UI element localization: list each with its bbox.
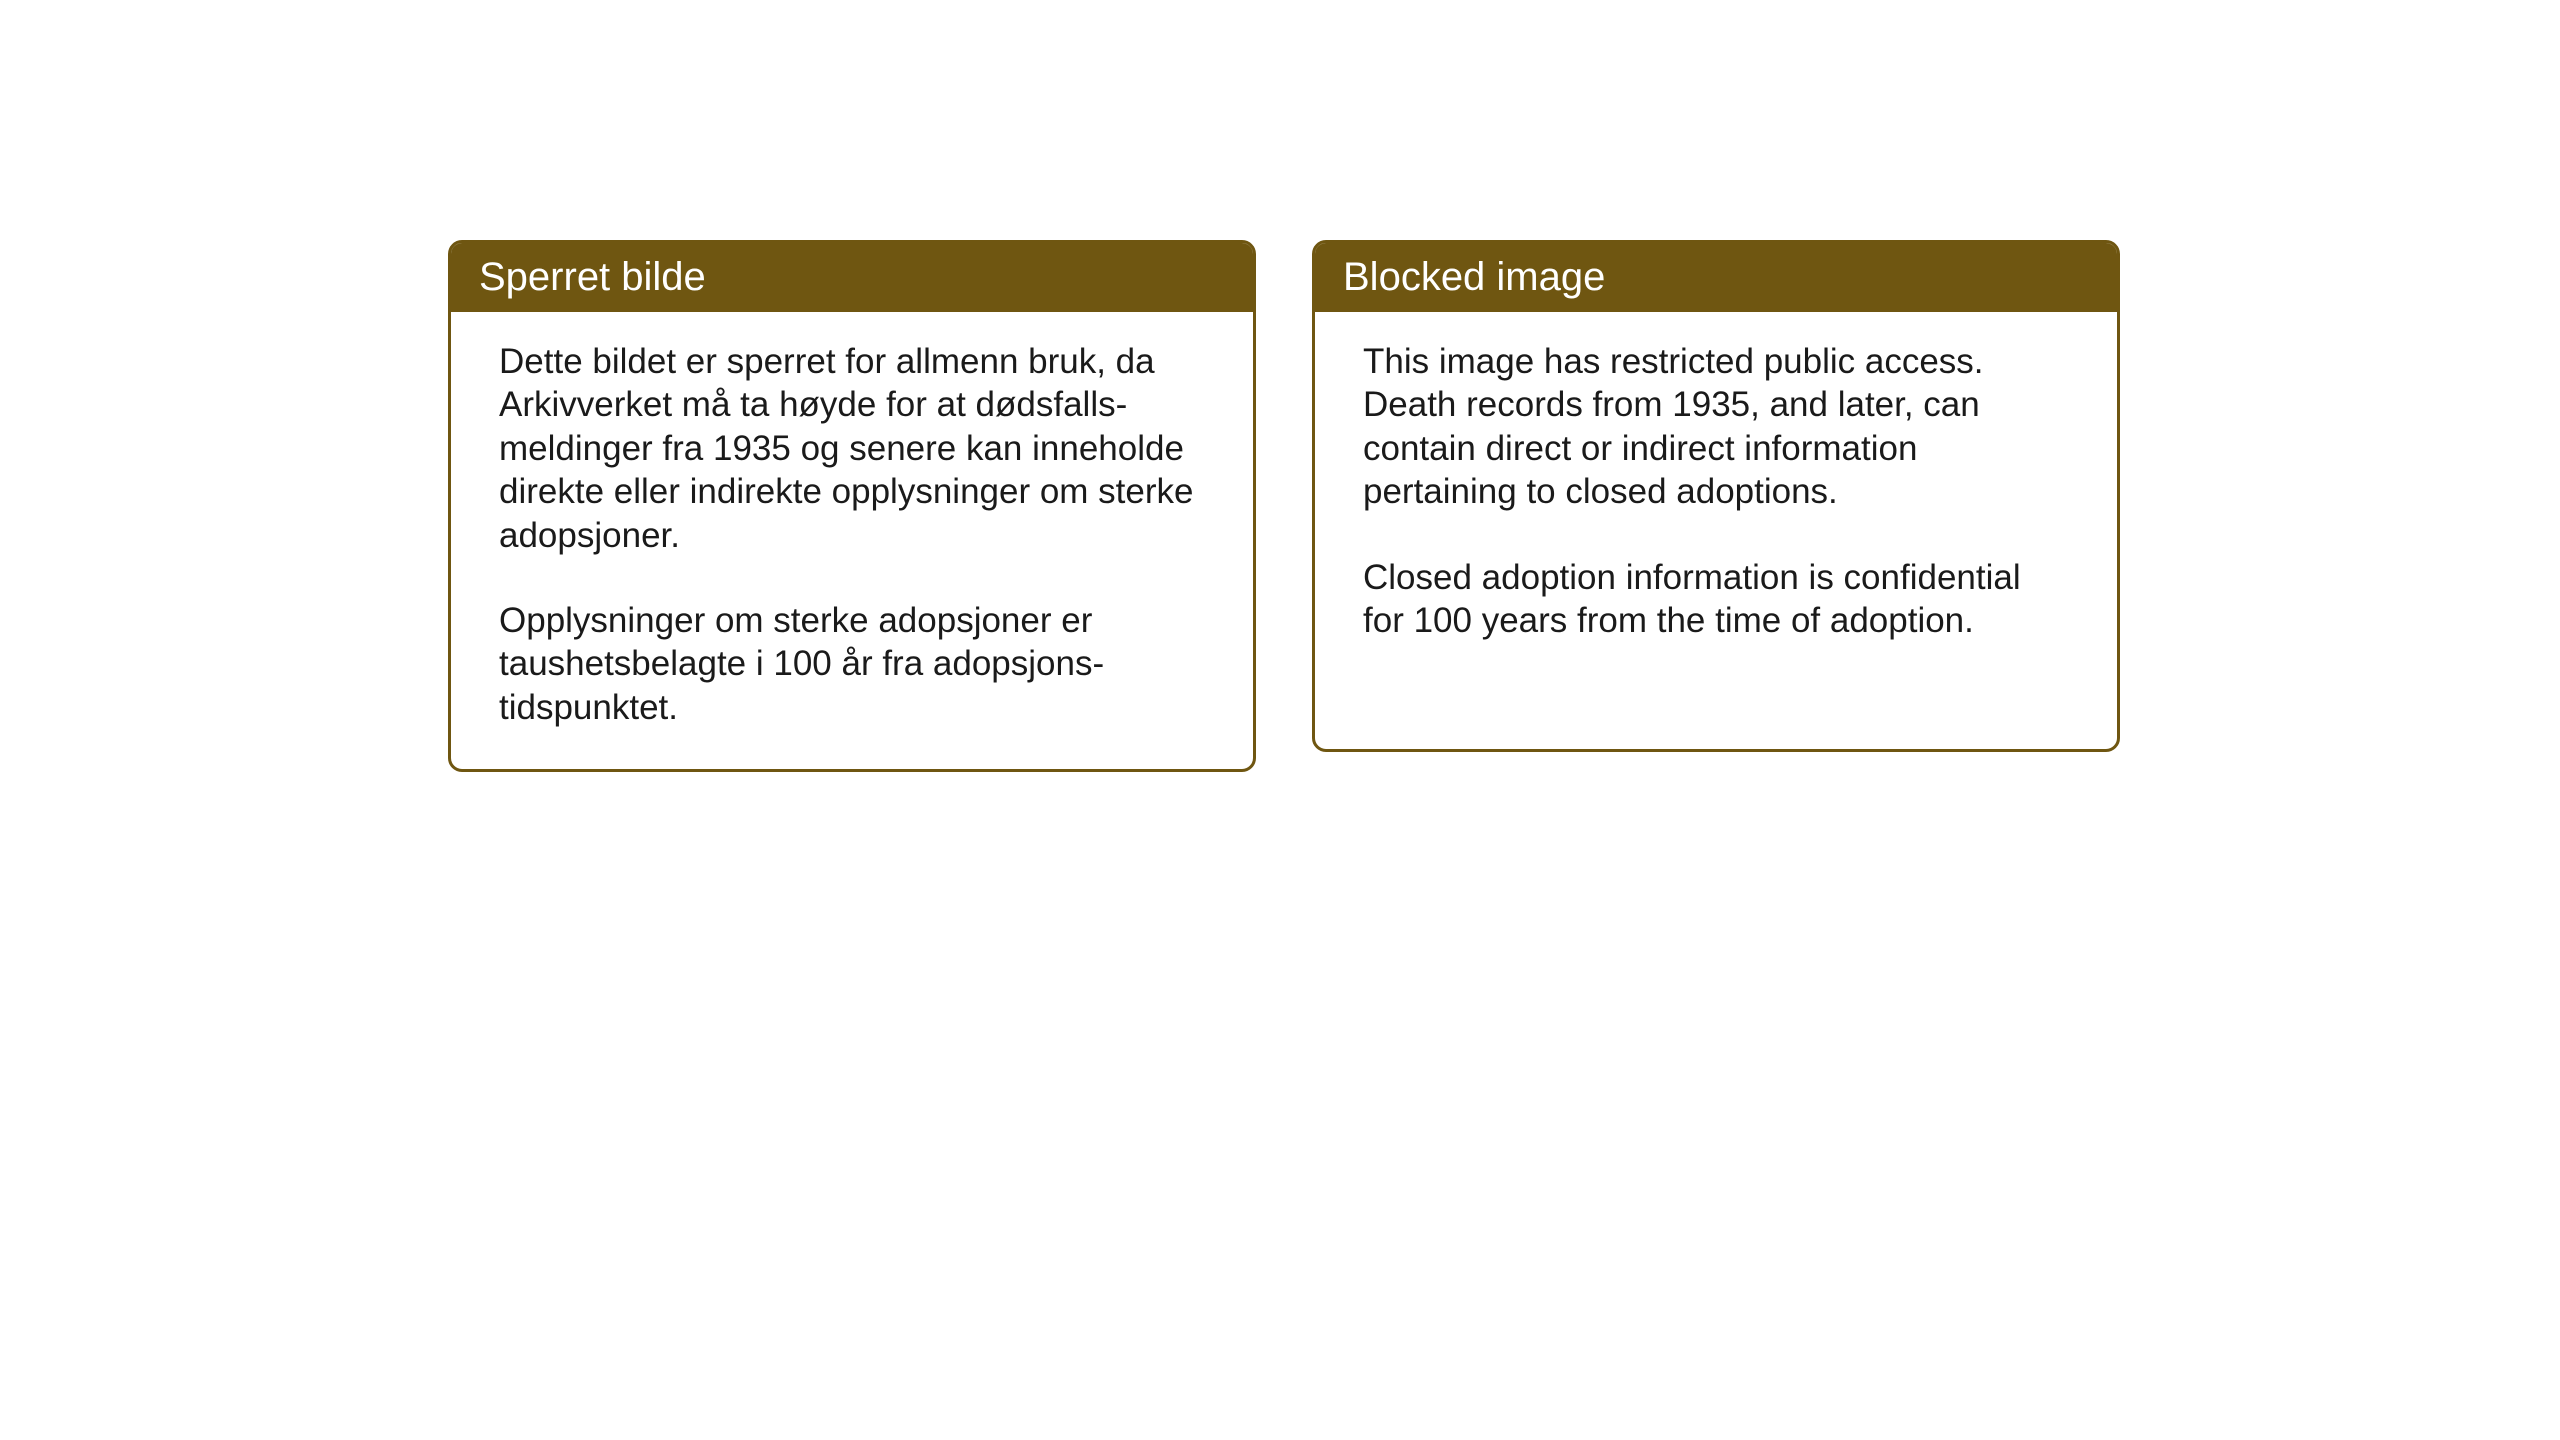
notice-header-norwegian: Sperret bilde [451, 243, 1253, 312]
notice-cards-container: Sperret bilde Dette bildet er sperret fo… [448, 240, 2120, 772]
notice-title-norwegian: Sperret bilde [479, 255, 706, 299]
notice-title-english: Blocked image [1343, 255, 1605, 299]
notice-paragraph2-english: Closed adoption information is confident… [1363, 556, 2069, 643]
notice-card-norwegian: Sperret bilde Dette bildet er sperret fo… [448, 240, 1256, 772]
notice-paragraph1-norwegian: Dette bildet er sperret for allmenn bruk… [499, 340, 1205, 557]
notice-paragraph2-norwegian: Opplysninger om sterke adopsjoner er tau… [499, 599, 1205, 729]
notice-card-english: Blocked image This image has restricted … [1312, 240, 2120, 752]
notice-body-norwegian: Dette bildet er sperret for allmenn bruk… [451, 312, 1253, 769]
notice-body-english: This image has restricted public access.… [1315, 312, 2117, 682]
notice-header-english: Blocked image [1315, 243, 2117, 312]
notice-paragraph1-english: This image has restricted public access.… [1363, 340, 2069, 514]
